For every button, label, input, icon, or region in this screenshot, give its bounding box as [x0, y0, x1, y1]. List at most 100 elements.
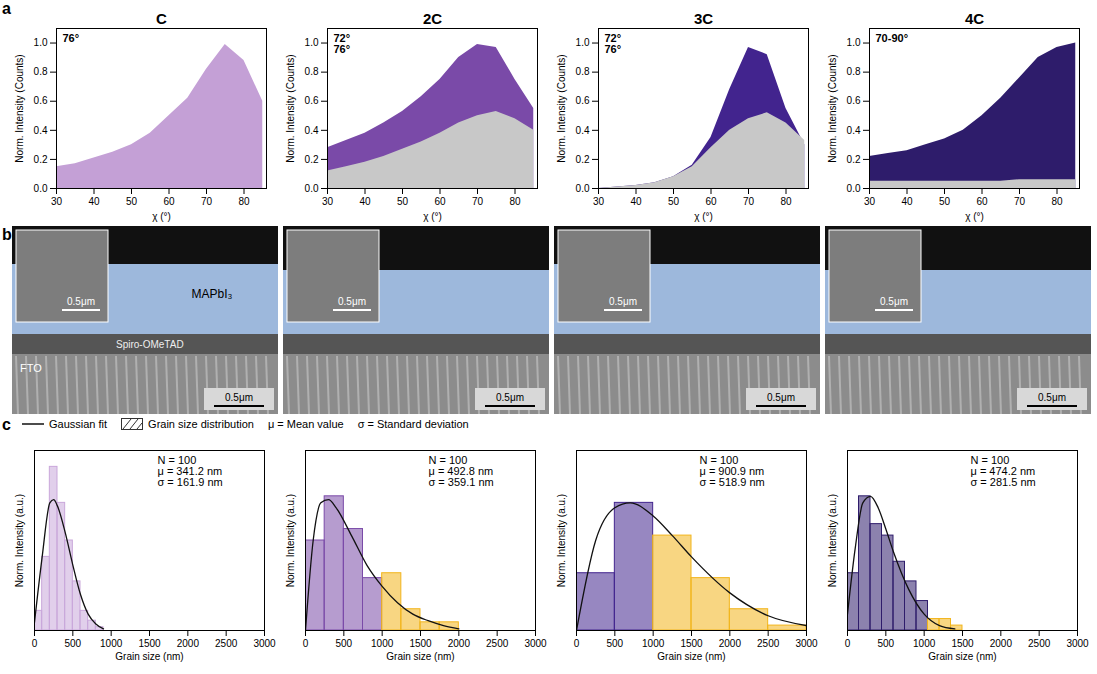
svg-text:2500: 2500: [215, 638, 238, 649]
svg-text:N = 100μ = 341.2 nmσ = 161.9 n: N = 100μ = 341.2 nmσ = 161.9 nm: [158, 454, 223, 488]
svg-text:0.2: 0.2: [576, 154, 590, 165]
svg-text:Norm. Intensity (a.u.): Norm. Intensity (a.u.): [556, 494, 567, 587]
svg-text:30: 30: [51, 196, 63, 207]
svg-text:0.8: 0.8: [305, 66, 319, 77]
svg-text:0.5μm: 0.5μm: [338, 296, 366, 307]
svg-text:χ (°): χ (°): [694, 211, 713, 222]
svg-text:0.5μm: 0.5μm: [609, 296, 637, 307]
svg-text:χ (°): χ (°): [965, 211, 984, 222]
svg-text:3000: 3000: [253, 638, 276, 649]
svg-text:Norm. Intensity (a.u.): Norm. Intensity (a.u.): [827, 494, 838, 587]
svg-text:30: 30: [864, 196, 876, 207]
svg-text:1500: 1500: [138, 638, 161, 649]
svg-text:40: 40: [901, 196, 913, 207]
svg-text:χ (°): χ (°): [423, 211, 442, 222]
svg-text:1000: 1000: [100, 638, 123, 649]
svg-text:30: 30: [322, 196, 334, 207]
svg-text:N = 100μ = 474.2 nmσ = 281.5 n: N = 100μ = 474.2 nmσ = 281.5 nm: [971, 454, 1036, 488]
svg-text:Norm. Intensity (Counts): Norm. Intensity (Counts): [827, 54, 838, 162]
svg-text:2500: 2500: [486, 638, 509, 649]
svg-text:Norm. Intensity (Counts): Norm. Intensity (Counts): [14, 54, 25, 162]
svg-text:40: 40: [630, 196, 642, 207]
svg-text:2000: 2000: [448, 638, 471, 649]
svg-text:3000: 3000: [1066, 638, 1089, 649]
svg-text:Grain size (nm): Grain size (nm): [115, 651, 183, 662]
svg-text:70: 70: [743, 196, 755, 207]
svg-text:0.5μm: 0.5μm: [880, 296, 908, 307]
svg-text:N = 100μ = 492.8 nmσ = 359.1 n: N = 100μ = 492.8 nmσ = 359.1 nm: [429, 454, 494, 488]
svg-text:0.6: 0.6: [847, 95, 861, 106]
svg-text:2000: 2000: [177, 638, 200, 649]
svg-text:0.8: 0.8: [847, 66, 861, 77]
svg-text:0: 0: [845, 638, 851, 649]
svg-text:1.0: 1.0: [34, 37, 48, 48]
svg-text:80: 80: [509, 196, 521, 207]
svg-text:500: 500: [64, 638, 81, 649]
svg-text:500: 500: [606, 638, 623, 649]
svg-text:Spiro-OMeTAD: Spiro-OMeTAD: [116, 339, 184, 350]
svg-text:0.6: 0.6: [34, 95, 48, 106]
svg-text:0.2: 0.2: [305, 154, 319, 165]
svg-text:2500: 2500: [757, 638, 780, 649]
svg-text:1500: 1500: [409, 638, 432, 649]
svg-text:80: 80: [238, 196, 250, 207]
svg-text:0: 0: [303, 638, 309, 649]
svg-text:60: 60: [705, 196, 717, 207]
svg-text:0.8: 0.8: [34, 66, 48, 77]
svg-text:0.0: 0.0: [34, 183, 48, 194]
svg-text:0.5μm: 0.5μm: [1038, 392, 1066, 403]
svg-text:60: 60: [163, 196, 175, 207]
svg-text:0: 0: [32, 638, 38, 649]
svg-text:60: 60: [976, 196, 988, 207]
svg-text:500: 500: [877, 638, 894, 649]
svg-text:60: 60: [434, 196, 446, 207]
svg-text:0.0: 0.0: [576, 183, 590, 194]
svg-text:χ (°): χ (°): [152, 211, 171, 222]
svg-text:1000: 1000: [642, 638, 665, 649]
svg-text:1.0: 1.0: [847, 37, 861, 48]
svg-text:76°: 76°: [63, 32, 80, 44]
svg-text:1.0: 1.0: [576, 37, 590, 48]
svg-text:0.4: 0.4: [576, 125, 590, 136]
svg-text:0.2: 0.2: [34, 154, 48, 165]
svg-text:3C: 3C: [694, 10, 713, 27]
svg-text:0.4: 0.4: [847, 125, 861, 136]
svg-text:MAPbI₃: MAPbI₃: [192, 287, 233, 301]
svg-text:0.5μm: 0.5μm: [767, 392, 795, 403]
svg-text:0.6: 0.6: [305, 95, 319, 106]
svg-text:Grain size (nm): Grain size (nm): [657, 651, 725, 662]
svg-text:Grain size (nm): Grain size (nm): [386, 651, 454, 662]
svg-text:30: 30: [593, 196, 605, 207]
svg-text:1500: 1500: [680, 638, 703, 649]
svg-text:2C: 2C: [423, 10, 442, 27]
svg-text:40: 40: [88, 196, 100, 207]
svg-text:1500: 1500: [951, 638, 974, 649]
svg-text:500: 500: [335, 638, 352, 649]
svg-text:1.0: 1.0: [305, 37, 319, 48]
svg-text:3000: 3000: [524, 638, 547, 649]
svg-text:72°76°: 72°76°: [334, 32, 351, 55]
svg-text:80: 80: [780, 196, 792, 207]
svg-text:3000: 3000: [795, 638, 818, 649]
svg-text:50: 50: [397, 196, 409, 207]
svg-text:Norm. Intensity (Counts): Norm. Intensity (Counts): [285, 54, 296, 162]
svg-text:0.2: 0.2: [847, 154, 861, 165]
svg-text:0.5μm: 0.5μm: [225, 392, 253, 403]
svg-text:0.0: 0.0: [847, 183, 861, 194]
svg-text:1000: 1000: [371, 638, 394, 649]
svg-text:80: 80: [1051, 196, 1063, 207]
svg-text:2000: 2000: [990, 638, 1013, 649]
svg-text:40: 40: [359, 196, 371, 207]
svg-text:0.5μm: 0.5μm: [67, 296, 95, 307]
svg-text:50: 50: [126, 196, 138, 207]
svg-text:70: 70: [472, 196, 484, 207]
svg-text:C: C: [156, 10, 167, 27]
svg-text:50: 50: [668, 196, 680, 207]
svg-text:FTO: FTO: [20, 362, 42, 374]
svg-text:Norm. Intensity (a.u.): Norm. Intensity (a.u.): [285, 494, 296, 587]
svg-text:N = 100μ = 900.9 nmσ = 518.9 n: N = 100μ = 900.9 nmσ = 518.9 nm: [700, 454, 765, 488]
svg-text:70: 70: [201, 196, 213, 207]
svg-text:0.5μm: 0.5μm: [496, 392, 524, 403]
svg-text:70-90°: 70-90°: [876, 32, 909, 44]
svg-text:72°76°: 72°76°: [605, 32, 622, 55]
